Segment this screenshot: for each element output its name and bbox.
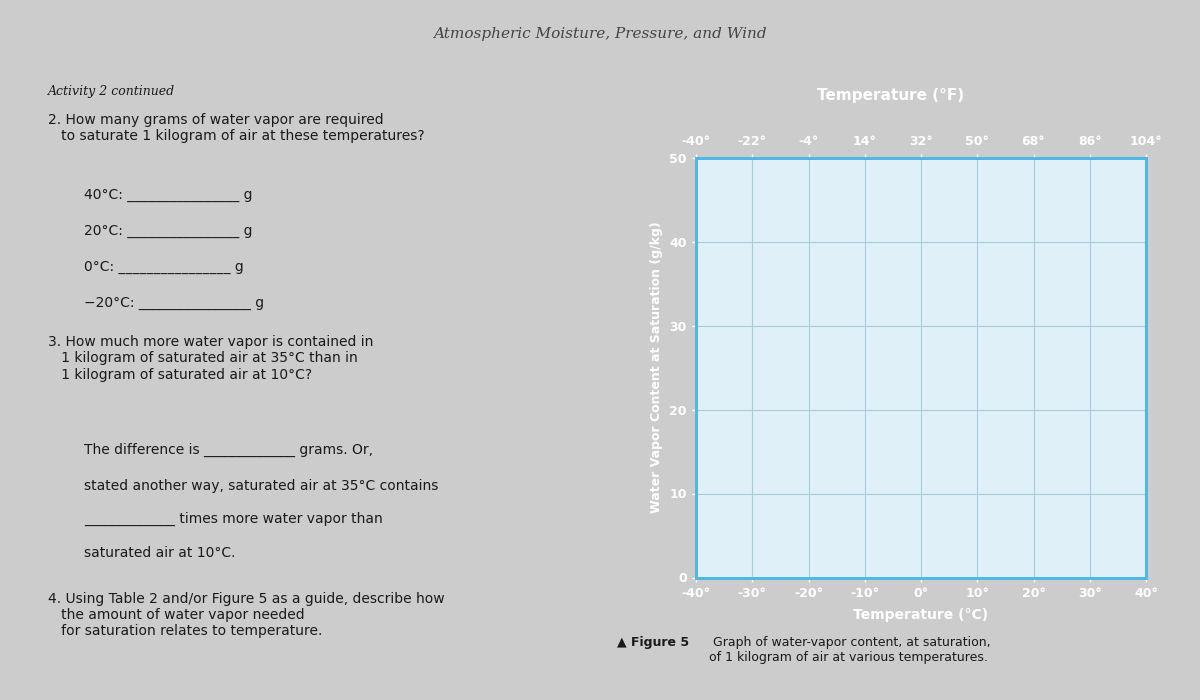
Text: Graph of water-vapor content, at saturation,
of 1 kilogram of air at various tem: Graph of water-vapor content, at saturat…	[708, 636, 990, 664]
Text: −20°C: ________________ g: −20°C: ________________ g	[84, 296, 264, 310]
Text: 2. How many grams of water vapor are required
   to saturate 1 kilogram of air a: 2. How many grams of water vapor are req…	[48, 113, 425, 143]
Text: 20°C: ________________ g: 20°C: ________________ g	[84, 224, 252, 238]
Text: 0°C: ________________ g: 0°C: ________________ g	[84, 260, 244, 274]
Text: 40°C: ________________ g: 40°C: ________________ g	[84, 188, 252, 202]
Text: Atmospheric Moisture, Pressure, and Wind: Atmospheric Moisture, Pressure, and Wind	[433, 27, 767, 41]
Text: 3. How much more water vapor is contained in
   1 kilogram of saturated air at 3: 3. How much more water vapor is containe…	[48, 335, 373, 382]
Y-axis label: Water Vapor Content at Saturation (g/kg): Water Vapor Content at Saturation (g/kg)	[649, 222, 662, 513]
Text: 4. Using Table 2 and/or Figure 5 as a guide, describe how
   the amount of water: 4. Using Table 2 and/or Figure 5 as a gu…	[48, 592, 445, 638]
Text: Activity 2 continued: Activity 2 continued	[48, 85, 175, 98]
Text: saturated air at 10°C.: saturated air at 10°C.	[84, 546, 235, 560]
X-axis label: Temperature (°C): Temperature (°C)	[853, 608, 989, 622]
Text: ▲ Figure 5: ▲ Figure 5	[618, 636, 690, 650]
Text: Temperature (°F): Temperature (°F)	[817, 88, 965, 103]
Text: stated another way, saturated air at 35°C contains: stated another way, saturated air at 35°…	[84, 479, 438, 493]
Text: _____________ times more water vapor than: _____________ times more water vapor tha…	[84, 512, 383, 526]
Text: The difference is _____________ grams. Or,: The difference is _____________ grams. O…	[84, 442, 373, 456]
